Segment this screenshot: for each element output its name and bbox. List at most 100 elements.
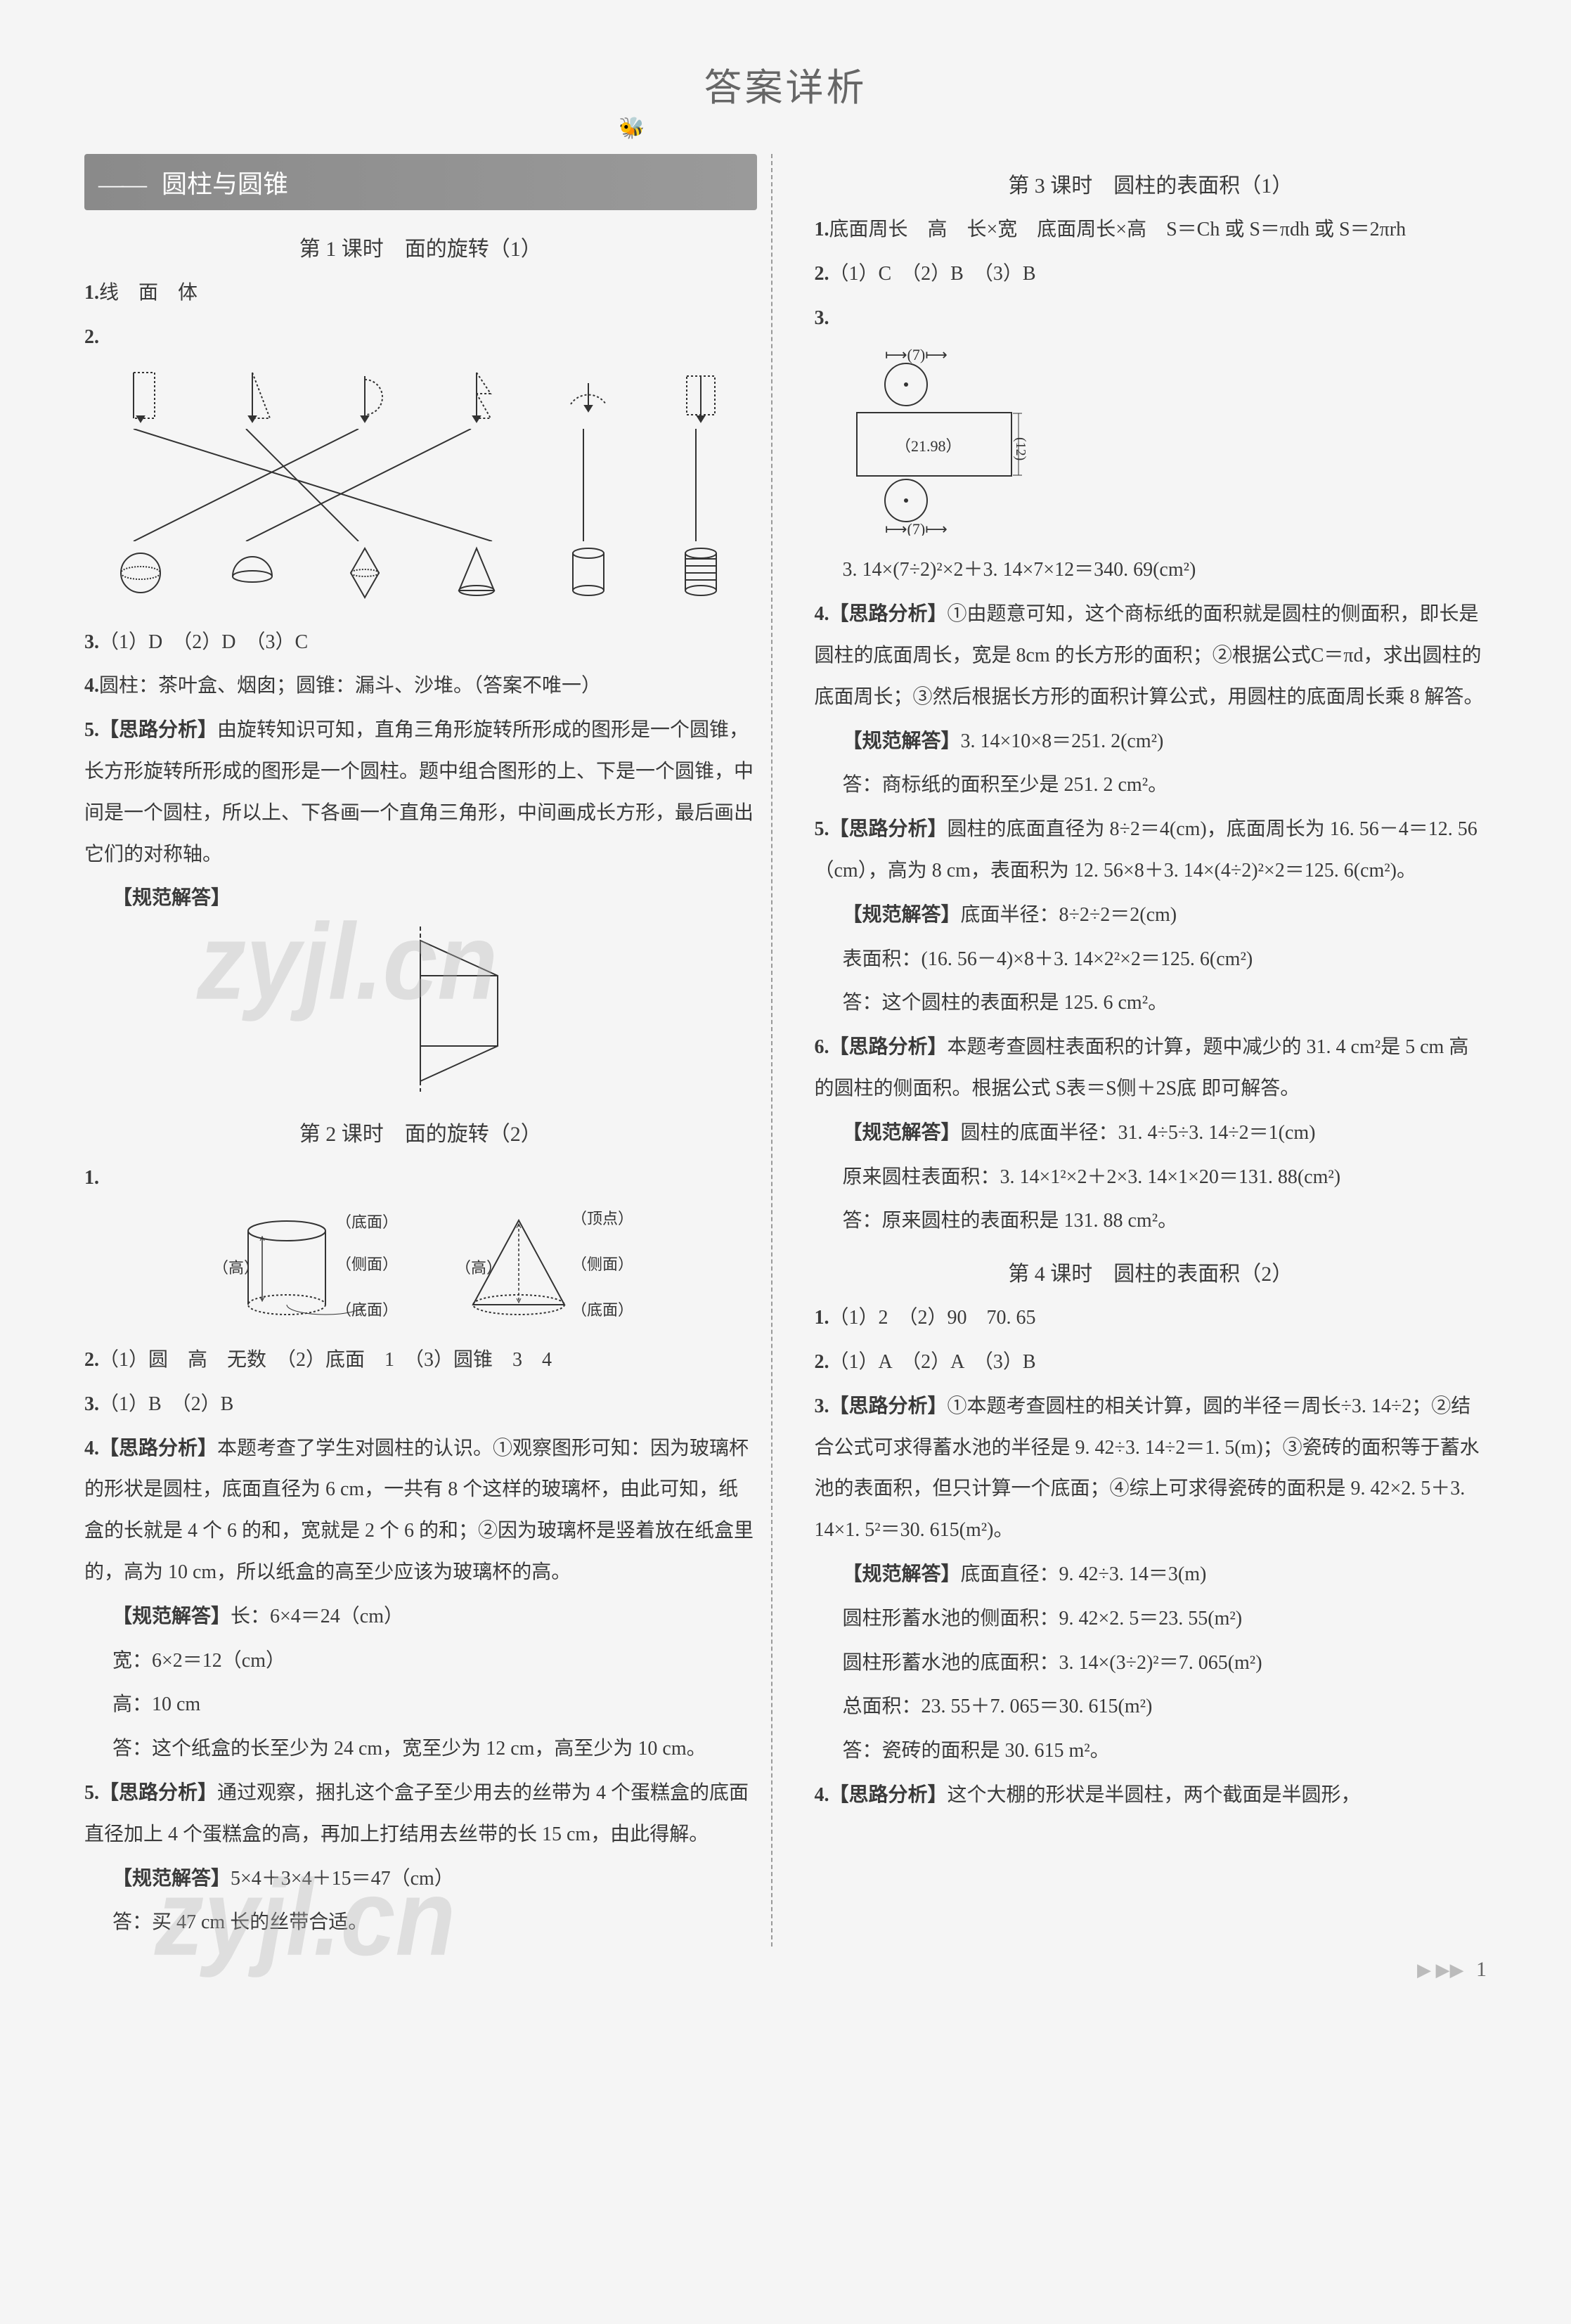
item-number: 3. [84,1393,99,1415]
answer-text: 底面直径：9. 42÷3. 14＝3(m) [961,1563,1207,1585]
matching-lines-svg [84,429,757,541]
svg-text:（侧面）: （侧面） [336,1255,392,1273]
svg-text:⟼(7)⟼: ⟼(7)⟼ [885,520,948,536]
l3-q6-ans3: 答：原来圆柱的表面积是 131. 88 cm²。 [815,1201,1487,1242]
analysis-label: 【思路分析】 [99,719,217,741]
item-number: 1. [84,1167,99,1189]
l4-q4: 4.【思路分析】这个大棚的形状是半圆柱，两个截面是半圆形， [815,1775,1487,1816]
item-number: 4. [84,1438,99,1459]
l2-q4-ans3: 高：10 cm [84,1684,757,1726]
item-number: 3. [815,1395,829,1417]
l3-q4-ans: 【规范解答】3. 14×10×8＝251. 2(cm²) [815,721,1487,763]
shape-cylinder-icon [560,541,616,605]
l3-q5-ans3: 答：这个圆柱的表面积是 125. 6 cm²。 [815,983,1487,1024]
analysis-label: 【思路分析】 [99,1438,217,1459]
item-number: 5. [84,1782,99,1804]
item-number: 1. [815,1307,829,1329]
shape-cylinder2-icon [673,541,729,605]
page-arrows-icon: ▶ ▶▶ [1417,1960,1464,1980]
answer-text: 3. 14×10×8＝251. 2(cm²) [961,730,1164,752]
answer-text: 圆柱的底面半径：31. 4÷5÷3. 14÷2＝1(cm) [961,1122,1316,1144]
l4-q3-ans5: 答：瓷砖的面积是 30. 615 m²。 [815,1731,1487,1772]
item-text: （1）B （2）B [99,1393,233,1415]
page-number-value: 1 [1476,1958,1487,1981]
item-text: 底面周长 高 长×宽 底面周长×高 S＝Ch 或 S＝πdh 或 S＝2πrh [829,219,1407,240]
svg-text:（21.98）: （21.98） [896,437,962,455]
lesson-1-title: 第 1 课时 面的旋转（1） [84,231,757,262]
item-number: 2. [815,1351,829,1373]
left-column: —— 圆柱与圆锥 第 1 课时 面的旋转（1） 1.线 面 体 2. [70,154,772,1947]
answer-text: 底面半径：8÷2÷2＝2(cm) [961,904,1177,926]
item-number: 2. [815,263,829,285]
cylinder-net-diagram: ⟼(7)⟼ （21.98） (12) ⟼(7)⟼ [836,346,1487,543]
svg-text:⟼(7)⟼: ⟼(7)⟼ [885,346,948,363]
l3-q4: 4.【思路分析】①由题意可知，这个商标纸的面积就是圆柱的侧面积，即长是圆柱的底面… [815,594,1487,718]
item-text: 圆柱：茶叶盒、烟囱；圆锥：漏斗、沙堆。（答案不唯一） [99,675,601,697]
svg-text:（底面）: （底面） [571,1301,631,1319]
analysis-label: 【思路分析】 [829,1395,948,1417]
shape-hemisphere-icon [224,541,280,605]
l1-q2: 2. [84,317,757,359]
shape-cone-icon [448,541,505,605]
l1-q5-answer-label: 【规范解答】 [84,878,757,919]
l4-q3-ans4: 总面积：23. 55＋7. 065＝30. 615(m²) [815,1686,1487,1728]
lesson-4-title: 第 4 课时 圆柱的表面积（2） [815,1256,1487,1287]
item-number: 5. [815,818,829,840]
item-text: （1）A （2）A （3）B [829,1351,1036,1373]
shape-halfcircle-dashed-icon [337,366,393,429]
triangle-rotation-diagram [84,927,757,1102]
analysis-text: 由旋转知识可知，直角三角形旋转所形成的图形是一个圆锥，长方形旋转所形成的图形是一… [84,719,754,865]
l4-q3-ans3: 圆柱形蓄水池的底面积：3. 14×(3÷2)²＝7. 065(m²) [815,1643,1487,1684]
l3-q6-ans: 【规范解答】圆柱的底面半径：31. 4÷5÷3. 14÷2＝1(cm) [815,1113,1487,1154]
l2-q4: 4.【思路分析】本题考查了学生对圆柱的认识。①观察图形可知：因为玻璃杯的形状是圆… [84,1428,757,1594]
analysis-label: 【思路分析】 [99,1782,217,1804]
l2-q4-ans: 【规范解答】长：6×4＝24（cm） [84,1596,757,1638]
analysis-text: 这个大棚的形状是半圆柱，两个截面是半圆形， [948,1784,1361,1806]
item-number: 5. [84,719,99,741]
item-number: 3. [84,631,99,653]
item-number: 3. [815,307,829,329]
banner-dash: —— [98,170,145,198]
l3-q5: 5.【思路分析】圆柱的底面直径为 8÷2＝4(cm)，底面周长为 16. 56－… [815,809,1487,892]
item-text: （1）D （2）D （3）C [99,631,308,653]
item-text: （1）2 （2）90 70. 65 [829,1307,1036,1329]
svg-text:（侧面）: （侧面） [571,1255,631,1273]
shape-sphere-icon [112,541,169,605]
analysis-label: 【思路分析】 [829,1784,948,1806]
shape-halfcircle2-icon [560,366,616,429]
l3-q6-ans2: 原来圆柱表面积：3. 14×1²×2＋2×3. 14×1×20＝131. 88(… [815,1157,1487,1199]
item-text: （1）C （2）B （3）B [829,263,1036,285]
shape-tri2-dashed-icon [448,366,505,429]
l3-q5-ans: 【规范解答】底面半径：8÷2÷2＝2(cm) [815,895,1487,936]
right-column: 第 3 课时 圆柱的表面积（1） 1.底面周长 高 长×宽 底面周长×高 S＝C… [801,154,1501,1947]
answer-text: 5×4＋3×4＋15＝47（cm） [231,1868,454,1890]
analysis-label: 【思路分析】 [829,1036,948,1058]
item-number: 6. [815,1036,829,1058]
two-column-layout: —— 圆柱与圆锥 第 1 课时 面的旋转（1） 1.线 面 体 2. [70,154,1501,1947]
l3-q1: 1.底面周长 高 长×宽 底面周长×高 S＝Ch 或 S＝πdh 或 S＝2πr… [815,209,1487,251]
answer-label: 【规范解答】 [843,904,961,926]
svg-text:（顶点）: （顶点） [571,1210,631,1227]
analysis-label: 【思路分析】 [829,603,948,625]
l2-q5-ans2: 答：买 47 cm 长的丝带合适。 [84,1902,757,1944]
cone-labeled-svg: （顶点） （侧面） （底面） （高） [434,1210,631,1329]
l2-q3: 3.（1）B （2）B [84,1384,757,1426]
l4-q3-ans: 【规范解答】底面直径：9. 42÷3. 14＝3(m) [815,1554,1487,1596]
item-number: 4. [815,603,829,625]
shape-rect-dashed-icon [112,366,169,429]
l2-q1: 1. [84,1158,757,1199]
item-number: 2. [84,1349,99,1371]
l4-q3: 3.【思路分析】①本题考查圆柱的相关计算，圆的半径＝周长÷3. 14÷2；②结合… [815,1386,1487,1551]
item-number: 2. [84,326,99,348]
l2-q5: 5.【思路分析】通过观察，捆扎这个盒子至少用去的丝带为 4 个蛋糕盒的底面直径加… [84,1773,757,1856]
l2-q2: 2.（1）圆 高 无数 （2）底面 1 （3）圆锥 3 4 [84,1340,757,1381]
l1-q5: 5.【思路分析】由旋转知识可知，直角三角形旋转所形成的图形是一个圆锥，长方形旋转… [84,710,757,875]
section-banner: —— 圆柱与圆锥 [84,154,757,210]
item-text: （1）圆 高 无数 （2）底面 1 （3）圆锥 3 4 [99,1349,552,1371]
item-number: 1. [815,219,829,240]
page-number: ▶ ▶▶ 1 [1417,1958,1487,1982]
l3-q3-calc: 3. 14×(7÷2)²×2＋3. 14×7×12＝340. 69(cm²) [815,550,1487,591]
cylinder-cone-label-diagram: （底面） （侧面） （底面） （高） （顶点） （侧面） （底面） （高） [84,1206,757,1333]
matching-diagram [84,366,757,605]
l4-q3-ans2: 圆柱形蓄水池的侧面积：9. 42×2. 5＝23. 55(m²) [815,1599,1487,1640]
